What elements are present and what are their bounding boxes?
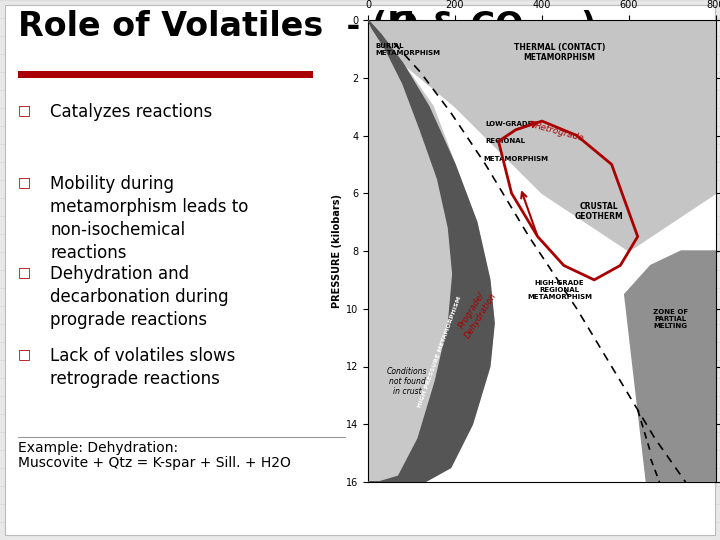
Text: METAMORPHISM: METAMORPHISM [483,156,548,161]
Text: 2: 2 [568,29,583,49]
Text: Catalyzes reactions: Catalyzes reactions [50,103,212,121]
Text: THERMAL (CONTACT)
METAMORPHISM: THERMAL (CONTACT) METAMORPHISM [513,43,605,63]
Text: LOW-GRADE: LOW-GRADE [485,121,533,127]
Text: HIGH-GRADE
REGIONAL
METAMORPHISM: HIGH-GRADE REGIONAL METAMORPHISM [527,280,592,300]
Text: □: □ [18,175,31,189]
Polygon shape [625,251,716,482]
Text: REGIONAL: REGIONAL [485,138,526,144]
Text: Mobility during
metamorphism leads to
non-isochemical
reactions: Mobility during metamorphism leads to no… [50,175,248,262]
Bar [18,71,313,78]
Text: Conditions
not found
in crust: Conditions not found in crust [387,367,428,396]
Text: Example: Dehydration:: Example: Dehydration: [18,441,178,455]
Text: BURIAL
METAMORPHISM: BURIAL METAMORPHISM [376,43,441,56]
Text: CRUSTAL
GEOTHERM: CRUSTAL GEOTHERM [574,202,623,221]
Text: Role of Volatiles  - (H: Role of Volatiles - (H [18,10,415,43]
Text: 2: 2 [378,29,393,49]
Text: ZONE OF
PARTIAL
MELTING: ZONE OF PARTIAL MELTING [653,309,688,329]
Polygon shape [368,20,494,482]
Text: Prograde/
Dehydration: Prograde/ Dehydration [454,286,498,340]
Text: Dehydration and
decarbonation during
prograde reactions: Dehydration and decarbonation during pro… [50,265,229,329]
Text: O & CO: O & CO [390,10,523,43]
Y-axis label: PRESSURE (kilobars): PRESSURE (kilobars) [332,194,342,308]
Text: Retrograde: Retrograde [534,121,585,143]
Text: □: □ [18,103,31,117]
Text: Lack of volatiles slows
retrograde reactions: Lack of volatiles slows retrograde react… [50,347,235,388]
Text: ): ) [580,10,595,43]
Polygon shape [368,20,716,251]
Text: □: □ [18,347,31,361]
Text: HIGH PRESSURE METAMORPHISM: HIGH PRESSURE METAMORPHISM [417,296,462,408]
Text: □: □ [18,265,31,279]
Polygon shape [368,20,494,482]
Text: Muscovite + Qtz = K-spar + Sill. + H2O: Muscovite + Qtz = K-spar + Sill. + H2O [18,456,291,470]
